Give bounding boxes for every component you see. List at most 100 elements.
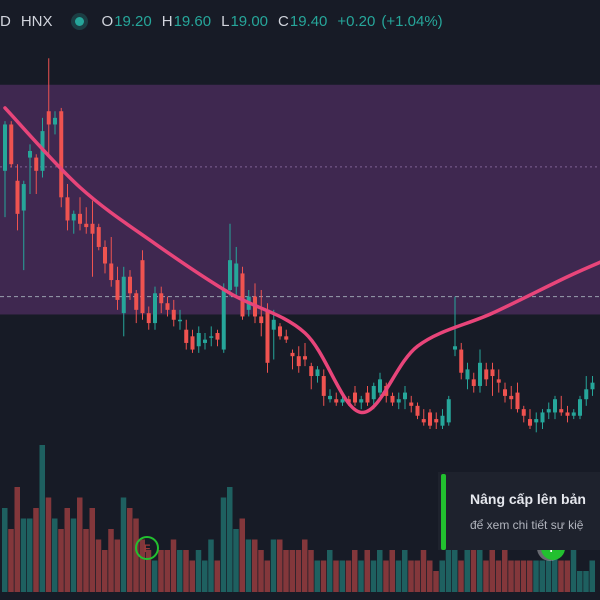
candle[interactable] — [409, 395, 414, 413]
candle[interactable] — [296, 346, 301, 373]
candle[interactable] — [234, 246, 239, 297]
candle[interactable] — [284, 329, 289, 343]
candle[interactable] — [359, 395, 364, 410]
candle[interactable] — [215, 329, 220, 347]
candle[interactable] — [315, 366, 320, 383]
candle[interactable] — [65, 184, 70, 231]
candle[interactable] — [140, 250, 145, 320]
candle[interactable] — [271, 309, 276, 360]
candle[interactable] — [196, 326, 201, 353]
candle[interactable] — [96, 223, 101, 251]
candle[interactable] — [415, 402, 420, 420]
candlesticks[interactable] — [3, 58, 595, 433]
candle[interactable] — [490, 362, 495, 396]
candle[interactable] — [521, 405, 526, 423]
candle[interactable] — [334, 392, 339, 406]
candle[interactable] — [478, 349, 482, 393]
candle[interactable] — [103, 240, 107, 274]
candle[interactable] — [446, 395, 451, 426]
volume-bar — [583, 571, 589, 592]
volume-bar — [70, 518, 77, 592]
candle[interactable] — [178, 309, 182, 330]
upgrade-notification[interactable]: Nâng cấp lên bản để xem chi tiết sự kiệ — [438, 472, 600, 550]
candle[interactable] — [259, 289, 264, 337]
market-status-dot-icon[interactable] — [74, 16, 84, 26]
candle[interactable] — [503, 382, 507, 403]
candle[interactable] — [303, 342, 307, 367]
candle-body — [296, 356, 301, 367]
symbol-name[interactable]: D — [0, 12, 11, 30]
candle[interactable] — [3, 121, 7, 218]
candle[interactable] — [565, 405, 570, 423]
candle-body — [453, 346, 457, 350]
candle[interactable] — [553, 395, 557, 420]
candle[interactable] — [584, 376, 589, 406]
candle[interactable] — [184, 319, 189, 350]
candle[interactable] — [528, 409, 532, 429]
candle[interactable] — [534, 412, 539, 433]
candle[interactable] — [240, 266, 245, 320]
candle[interactable] — [465, 362, 470, 390]
candle[interactable] — [321, 369, 326, 406]
candle[interactable] — [46, 58, 51, 155]
candle[interactable] — [421, 409, 426, 426]
candle[interactable] — [540, 409, 545, 429]
candle[interactable] — [428, 409, 432, 429]
candle[interactable] — [159, 286, 164, 314]
candle[interactable] — [90, 200, 95, 277]
candle[interactable] — [509, 385, 514, 410]
candle[interactable] — [9, 121, 14, 168]
candle[interactable] — [221, 283, 226, 353]
candle[interactable] — [71, 210, 76, 234]
candle[interactable] — [146, 306, 151, 330]
candle[interactable] — [228, 223, 232, 297]
candle[interactable] — [21, 180, 26, 271]
candle[interactable] — [434, 412, 439, 429]
candle[interactable] — [471, 372, 476, 393]
volume-bar — [177, 550, 183, 592]
candle[interactable] — [78, 197, 82, 231]
candle[interactable] — [378, 372, 382, 396]
candle[interactable] — [153, 286, 157, 330]
candle[interactable] — [459, 342, 464, 380]
candle[interactable] — [128, 270, 132, 300]
event-marker[interactable]: F — [135, 536, 159, 560]
candle[interactable] — [328, 389, 332, 403]
candle[interactable] — [265, 303, 270, 373]
candle[interactable] — [109, 237, 114, 287]
candle[interactable] — [53, 111, 57, 135]
candle[interactable] — [28, 144, 32, 194]
candle[interactable] — [578, 395, 582, 420]
candle[interactable] — [121, 266, 126, 337]
candle[interactable] — [84, 207, 89, 234]
candle[interactable] — [309, 362, 314, 390]
candle[interactable] — [571, 409, 576, 420]
candle[interactable] — [546, 402, 551, 420]
candle[interactable] — [165, 296, 170, 317]
candle[interactable] — [59, 107, 64, 208]
candle[interactable] — [203, 333, 207, 350]
candle[interactable] — [278, 323, 282, 340]
candle[interactable] — [115, 266, 120, 310]
candle[interactable] — [365, 385, 370, 406]
candle[interactable] — [484, 362, 489, 386]
candle[interactable] — [496, 369, 501, 393]
cup-curve-drawing[interactable] — [3, 106, 600, 415]
candle[interactable] — [190, 329, 195, 353]
candle[interactable] — [590, 376, 595, 396]
candle[interactable] — [290, 349, 295, 370]
candle[interactable] — [353, 385, 357, 406]
candle[interactable] — [403, 385, 407, 410]
candle[interactable] — [390, 392, 395, 406]
candle[interactable] — [15, 164, 20, 231]
candle[interactable] — [34, 154, 39, 194]
candle[interactable] — [440, 409, 445, 429]
candle[interactable] — [171, 299, 176, 327]
candle[interactable] — [515, 382, 520, 413]
candle[interactable] — [134, 289, 139, 324]
candle[interactable] — [209, 326, 214, 347]
candle[interactable] — [559, 395, 564, 416]
candle[interactable] — [396, 392, 401, 410]
